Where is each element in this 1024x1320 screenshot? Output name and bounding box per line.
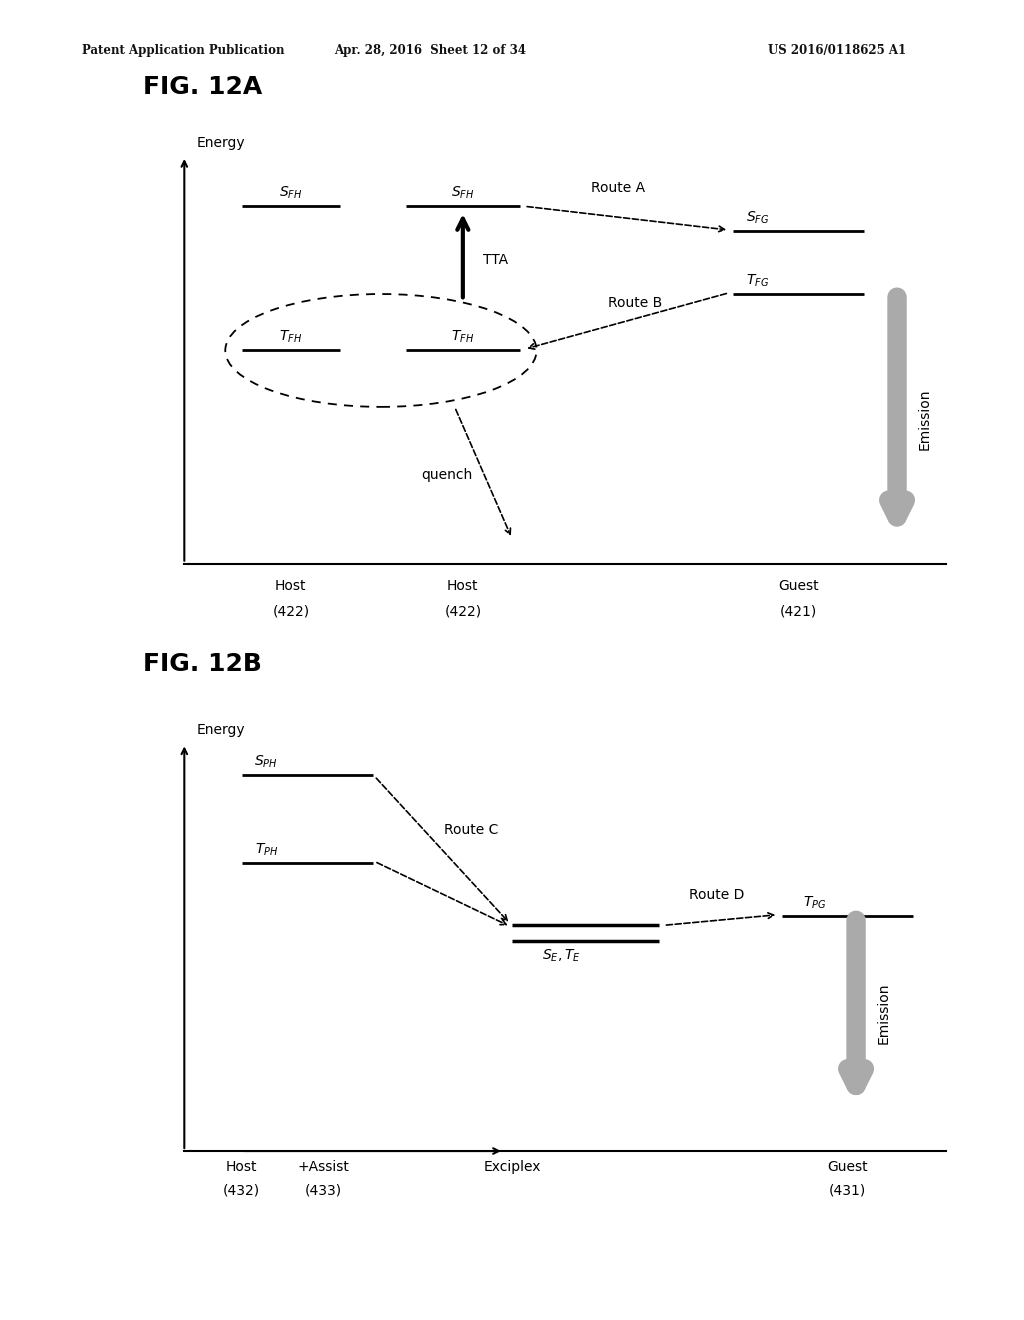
Text: FIG. 12B: FIG. 12B — [143, 652, 262, 676]
Text: $S_{FH}$: $S_{FH}$ — [280, 185, 302, 201]
Text: $T_{FG}$: $T_{FG}$ — [746, 273, 769, 289]
Text: $T_{PH}$: $T_{PH}$ — [255, 841, 278, 858]
Text: quench: quench — [421, 469, 472, 482]
Text: Emission: Emission — [877, 982, 891, 1044]
Text: (433): (433) — [305, 1184, 342, 1197]
Text: Energy: Energy — [197, 723, 245, 737]
Text: $S_{PH}$: $S_{PH}$ — [254, 754, 279, 770]
Text: (422): (422) — [444, 605, 481, 618]
Text: FIG. 12A: FIG. 12A — [143, 75, 262, 99]
Text: Patent Application Publication: Patent Application Publication — [82, 44, 285, 57]
Text: Apr. 28, 2016  Sheet 12 of 34: Apr. 28, 2016 Sheet 12 of 34 — [334, 44, 526, 57]
Text: $T_{FH}$: $T_{FH}$ — [452, 329, 474, 346]
Text: TTA: TTA — [483, 252, 509, 267]
Text: $T_{PG}$: $T_{PG}$ — [804, 895, 826, 911]
Text: $T_{FH}$: $T_{FH}$ — [280, 329, 302, 346]
Text: Host: Host — [275, 579, 306, 593]
Text: $S_{FH}$: $S_{FH}$ — [452, 185, 474, 201]
Text: Exciplex: Exciplex — [483, 1160, 541, 1175]
Text: +Assist: +Assist — [298, 1160, 349, 1175]
Text: Guest: Guest — [778, 579, 819, 593]
Text: (422): (422) — [272, 605, 309, 618]
Text: (432): (432) — [223, 1184, 260, 1197]
Text: Route C: Route C — [443, 824, 499, 837]
Text: Guest: Guest — [827, 1160, 868, 1175]
Text: $S_{FG}$: $S_{FG}$ — [746, 210, 769, 226]
Text: US 2016/0118625 A1: US 2016/0118625 A1 — [768, 44, 906, 57]
Text: $S_E,T_E$: $S_E,T_E$ — [542, 948, 581, 964]
Text: Route D: Route D — [689, 888, 744, 902]
Text: Route B: Route B — [608, 296, 662, 310]
Text: (431): (431) — [829, 1184, 866, 1197]
Text: Host: Host — [447, 579, 478, 593]
Text: Energy: Energy — [197, 136, 245, 149]
Text: Route A: Route A — [592, 181, 645, 195]
Text: Host: Host — [226, 1160, 257, 1175]
Text: Emission: Emission — [918, 388, 932, 450]
Text: (421): (421) — [780, 605, 817, 618]
